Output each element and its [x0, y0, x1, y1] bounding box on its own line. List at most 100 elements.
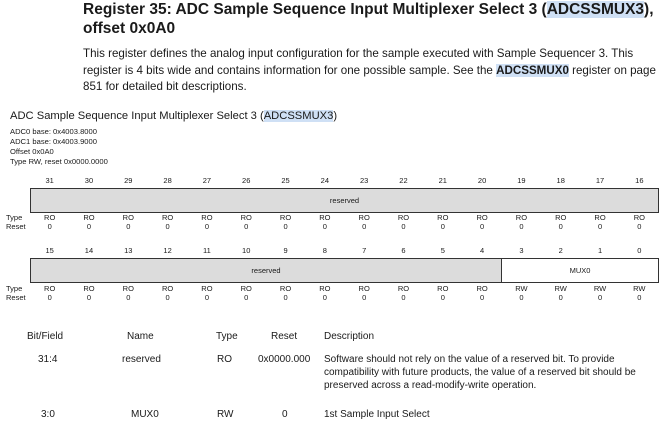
mux0-field-label: MUX0	[569, 266, 591, 275]
row-reset: 0	[282, 409, 288, 420]
diagram-title: ADC Sample Sequence Input Multiplexer Se…	[10, 110, 337, 122]
bit-reset: 0	[126, 293, 131, 302]
header-description: Description	[324, 331, 375, 342]
bit-type: RO	[358, 284, 370, 293]
row-name: reserved	[122, 354, 161, 365]
bit-number: 25	[281, 176, 290, 185]
bit-type: RO	[240, 213, 252, 222]
header-reset: Reset	[271, 331, 298, 342]
bit-reset: 0	[126, 222, 131, 231]
description-text-2: register on page 851 for detailed bit de…	[83, 63, 656, 94]
bit-reset: 0	[597, 293, 603, 302]
bit-reset: 0	[204, 222, 209, 231]
bit-reset: 0	[597, 222, 603, 231]
header-name: Name	[127, 331, 154, 342]
bit-reset: 0	[362, 293, 367, 302]
bit-type: RO	[279, 213, 292, 222]
bit-number: 26	[242, 176, 251, 185]
bit-type: RO	[122, 284, 134, 293]
bit-number: 1	[597, 246, 603, 255]
register-description: This register defines the analog input c…	[83, 46, 668, 96]
bit-number: 28	[163, 176, 172, 185]
bit-type: RO	[161, 284, 174, 293]
bit-type: RO	[83, 284, 95, 293]
lower-reserved-label: reserved	[251, 266, 281, 275]
bit-reset: 0	[637, 293, 642, 302]
row-type: RO	[217, 354, 232, 365]
bit-type: RO	[83, 213, 95, 222]
bit-number: 11	[203, 246, 211, 255]
bit-number: 27	[202, 176, 212, 185]
bit-number: 19	[517, 176, 526, 185]
title-suffix: ),	[644, 1, 654, 18]
register-title: Register 35: ADC Sample Sequence Input M…	[83, 0, 668, 38]
bit-reset: 0	[637, 222, 642, 231]
bit-reset: 0	[480, 222, 485, 231]
bit-reset: 0	[519, 293, 524, 302]
bit-type: RW	[515, 284, 528, 293]
bit-reset: 0	[558, 222, 563, 231]
row-description-line-1: 1st Sample Input Select	[324, 409, 430, 420]
bit-reset: 0	[47, 293, 52, 302]
bit-number: 20	[477, 176, 487, 185]
bit-number: 9	[283, 246, 288, 255]
bit-type: RO	[122, 213, 134, 222]
bit-type: RO	[319, 213, 331, 222]
bit-reset: 0	[362, 222, 367, 231]
bit-reset: 0	[480, 293, 485, 302]
description-text-1: This register defines the analog input c…	[83, 47, 634, 77]
bit-number: 6	[401, 246, 406, 255]
bit-number: 2	[558, 246, 563, 255]
bit-type: RO	[44, 284, 56, 293]
bit-reset: 0	[322, 293, 327, 302]
mux0-field: MUX0	[501, 258, 659, 283]
bit-number: 23	[359, 176, 369, 185]
bit-type: RO	[240, 284, 252, 293]
bit-number: 17	[595, 176, 605, 185]
bit-reset: 0	[244, 222, 249, 231]
header-type: Type	[216, 331, 238, 342]
bit-number: 4	[480, 246, 485, 255]
register-name-link[interactable]: ADCSSMUX3	[546, 1, 645, 18]
row-type: RW	[217, 409, 234, 420]
bit-number: 30	[84, 176, 94, 185]
bit-type: RO	[319, 284, 331, 293]
adcssmux0-link[interactable]: ADCSSMUX0	[496, 63, 569, 77]
bit-reset: 0	[86, 222, 92, 231]
bit-type: RW	[633, 284, 646, 293]
register-offset-meta: Offset 0x0A0	[10, 147, 54, 156]
bit-number: 21	[438, 176, 447, 185]
bit-type: RO	[437, 284, 449, 293]
bit-reset: 0	[440, 222, 445, 231]
bit-reset: 0	[47, 222, 52, 231]
bit-reset: 0	[283, 222, 288, 231]
bit-reset: 0	[244, 293, 249, 302]
bit-number: 7	[362, 246, 367, 255]
upper-reserved-label: reserved	[329, 196, 360, 205]
bit-type: RO	[279, 284, 292, 293]
row-name: MUX0	[131, 409, 159, 420]
bit-type: RO	[397, 284, 410, 293]
bit-type: RO	[476, 213, 488, 222]
bit-reset: 0	[86, 293, 92, 302]
bit-type: RO	[358, 213, 370, 222]
bit-reset: 0	[401, 222, 406, 231]
upper-reset-label: Reset	[6, 222, 26, 231]
bit-number: 5	[440, 246, 445, 255]
type-reset-meta: Type RW, reset 0x0000.0000	[10, 157, 108, 166]
diagram-register-link[interactable]: ADCSSMUX3	[263, 110, 334, 122]
bit-type: RW	[593, 284, 607, 293]
bit-number: 12	[163, 246, 172, 255]
bit-number: 14	[84, 246, 94, 255]
bit-type: RO	[594, 213, 606, 222]
header-bit-field: Bit/Field	[27, 331, 64, 342]
bit-type: RO	[633, 213, 645, 222]
bit-type: RO	[397, 213, 410, 222]
row-bits: 3:0	[41, 409, 55, 420]
bit-reset: 0	[204, 293, 209, 302]
bit-type: RW	[554, 284, 567, 293]
bit-number: 10	[242, 246, 251, 255]
bit-reset: 0	[401, 293, 406, 302]
bit-reset: 0	[440, 293, 445, 302]
adc0-base: ADC0 base: 0x4003.8000	[10, 127, 97, 136]
